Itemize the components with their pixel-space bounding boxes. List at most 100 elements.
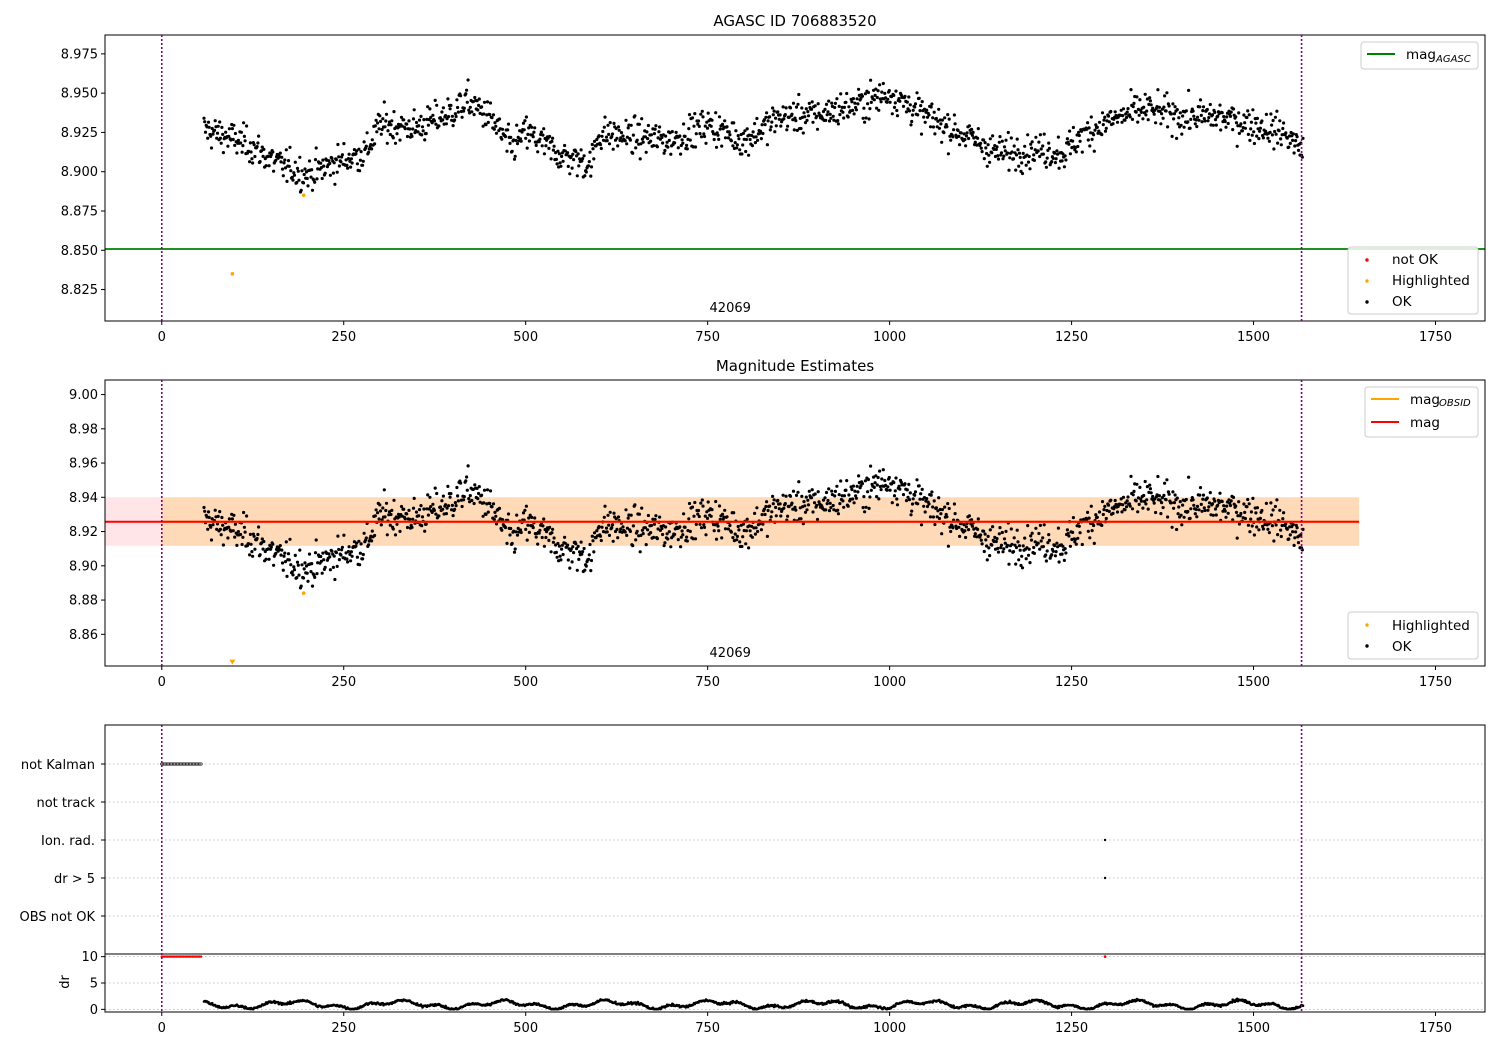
ok-point bbox=[696, 508, 701, 513]
ok-point bbox=[697, 514, 701, 519]
estimates-ytick-label: 8.94 bbox=[69, 491, 98, 506]
ok-point bbox=[272, 563, 276, 567]
ok-point bbox=[1145, 109, 1149, 113]
ok-point bbox=[802, 111, 806, 115]
ok-point bbox=[1137, 113, 1141, 117]
ok-point bbox=[803, 504, 807, 508]
ok-point bbox=[964, 525, 969, 529]
ok-point bbox=[835, 97, 839, 101]
ok-point bbox=[1107, 509, 1111, 513]
ok-point bbox=[762, 118, 767, 122]
ok-point bbox=[1024, 557, 1028, 561]
ok-point bbox=[653, 127, 657, 131]
ok-point bbox=[733, 532, 737, 536]
ok-point bbox=[279, 160, 283, 164]
ok-point bbox=[665, 140, 669, 144]
ok-point bbox=[861, 116, 865, 120]
ok-point bbox=[736, 524, 740, 529]
ok-point bbox=[295, 576, 299, 580]
ok-point bbox=[551, 136, 555, 140]
ok-point bbox=[732, 511, 736, 515]
ok-point bbox=[1205, 107, 1209, 112]
ok-point bbox=[985, 164, 989, 168]
ok-point bbox=[603, 115, 607, 119]
ok-point bbox=[1021, 151, 1025, 155]
ok-point bbox=[901, 104, 906, 108]
ok-point bbox=[1208, 491, 1212, 495]
agasc-points-layer bbox=[202, 78, 1305, 276]
flag-label-obs-not-ok: OBS not OK bbox=[20, 910, 96, 925]
ok-point bbox=[1257, 137, 1261, 141]
ok-point bbox=[249, 150, 253, 154]
ok-point bbox=[1236, 514, 1240, 518]
ok-point bbox=[840, 494, 844, 498]
ok-point bbox=[1132, 489, 1136, 493]
ok-point bbox=[1014, 168, 1018, 172]
ok-point bbox=[680, 529, 684, 533]
agasc-xtick-label: 750 bbox=[695, 330, 720, 345]
ok-point bbox=[927, 502, 931, 506]
ok-point bbox=[1101, 123, 1105, 127]
ok-point bbox=[833, 105, 837, 110]
ok-point bbox=[262, 147, 266, 151]
ok-point bbox=[361, 552, 365, 557]
ok-point bbox=[649, 139, 653, 143]
ok-point bbox=[1269, 112, 1273, 116]
ok-point bbox=[407, 119, 411, 123]
ok-point bbox=[1148, 96, 1152, 100]
ok-point bbox=[1042, 132, 1046, 136]
ok-point bbox=[215, 136, 219, 140]
estimates-obsid-label: 42069 bbox=[710, 646, 751, 661]
ok-point bbox=[1188, 126, 1192, 130]
ok-point bbox=[1106, 114, 1111, 118]
ok-point bbox=[910, 113, 915, 117]
ok-point bbox=[213, 119, 217, 123]
ok-point bbox=[202, 505, 206, 510]
ok-point bbox=[554, 543, 558, 547]
flag-label-ion-rad: Ion. rad. bbox=[41, 834, 95, 849]
ok-point bbox=[283, 551, 287, 555]
ok-point bbox=[315, 177, 319, 181]
ok-point bbox=[1186, 509, 1190, 514]
ok-point bbox=[741, 143, 745, 147]
ok-point bbox=[816, 490, 820, 494]
ok-point bbox=[1103, 129, 1108, 133]
ok-point bbox=[763, 123, 767, 127]
ok-point bbox=[958, 534, 962, 539]
ok-point bbox=[370, 147, 374, 151]
ok-point bbox=[1056, 526, 1060, 530]
ok-point bbox=[714, 499, 718, 504]
ok-point bbox=[827, 99, 831, 103]
ok-point bbox=[603, 504, 607, 508]
ok-point bbox=[992, 147, 996, 151]
ok-point bbox=[271, 150, 275, 154]
ok-point bbox=[526, 523, 530, 527]
flags-points-layer bbox=[160, 762, 1107, 880]
ok-point bbox=[1135, 95, 1139, 99]
ok-point bbox=[252, 534, 256, 538]
ok-point bbox=[967, 136, 971, 141]
ok-point bbox=[890, 501, 894, 505]
ok-point bbox=[910, 502, 915, 506]
ok-point bbox=[1159, 511, 1163, 516]
ok-point bbox=[810, 488, 814, 492]
ok-point bbox=[475, 486, 479, 490]
ok-point bbox=[958, 143, 962, 147]
ok-point bbox=[349, 550, 353, 554]
ok-point bbox=[388, 523, 392, 527]
ok-point bbox=[934, 506, 939, 510]
ok-point bbox=[892, 105, 897, 109]
ok-point bbox=[1261, 136, 1265, 140]
ok-point bbox=[888, 488, 892, 492]
ok-point bbox=[525, 538, 529, 542]
ok-point bbox=[1085, 518, 1089, 522]
ok-point bbox=[1237, 131, 1241, 135]
ok-point bbox=[579, 148, 583, 152]
ok-point bbox=[280, 155, 284, 159]
ok-point bbox=[656, 527, 660, 531]
ok-point bbox=[794, 508, 798, 512]
ok-point bbox=[639, 142, 643, 146]
dr-points-layer bbox=[160, 955, 1305, 1011]
ok-point bbox=[726, 136, 731, 140]
